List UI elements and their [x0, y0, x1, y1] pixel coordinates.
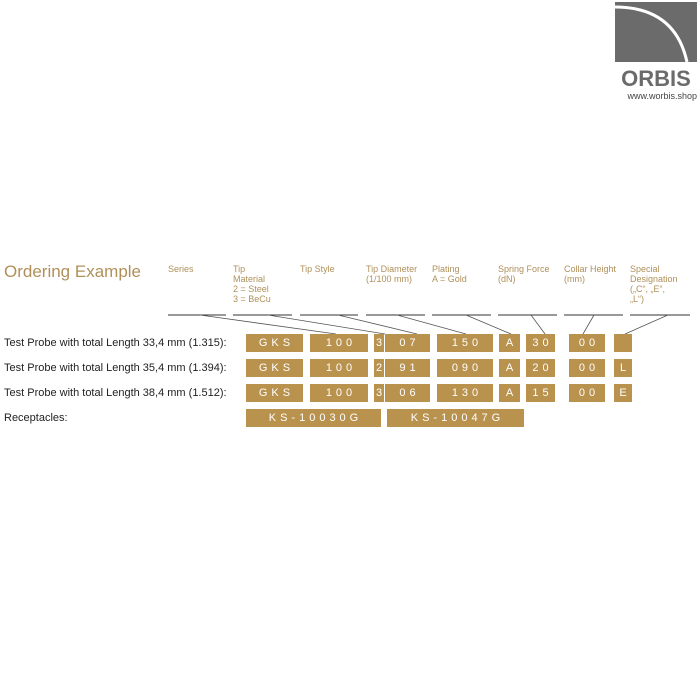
row-label: Test Probe with total Length 35,4 mm (1.… — [4, 362, 227, 374]
orbis-logo: ORBIS www.worbis.shop — [614, 2, 697, 101]
code-box-tip-style: 3 — [374, 334, 384, 352]
header-tip-style: Tip Style — [300, 264, 335, 274]
code-box-collar-height: 00 — [569, 359, 605, 377]
row-label: Test Probe with total Length 38,4 mm (1.… — [4, 387, 227, 399]
logo-graphic-icon — [614, 2, 697, 63]
header-spring-force: Spring Force (dN) — [498, 264, 550, 284]
code-box-special-designation: E — [614, 384, 632, 402]
code-box-tip-style: 07 — [385, 334, 430, 352]
code-box-tip-diameter: 090 — [437, 359, 493, 377]
code-box-tip-material: 100 — [310, 359, 368, 377]
receptacle-code: KS-10030G — [246, 409, 381, 427]
row-label: Test Probe with total Length 33,4 mm (1.… — [4, 337, 227, 349]
receptacle-code: KS-10047G — [387, 409, 524, 427]
code-box-tip-material: 100 — [310, 334, 368, 352]
code-box-series: GKS — [246, 384, 303, 402]
code-box-tip-style: 3 — [374, 384, 384, 402]
header-special-designation: Special Designation („C“, „E“, „L“) — [630, 264, 678, 304]
header-plating: Plating A = Gold — [432, 264, 467, 284]
code-box-plating: A — [499, 334, 520, 352]
code-box-tip-style: 2 — [374, 359, 384, 377]
code-box-plating: A — [499, 384, 520, 402]
code-box-spring-force: 20 — [526, 359, 555, 377]
code-box-series: GKS — [246, 359, 303, 377]
code-box-series: GKS — [246, 334, 303, 352]
code-box-tip-diameter: 130 — [437, 384, 493, 402]
code-box-tip-material: 100 — [310, 384, 368, 402]
code-box-tip-style: 06 — [385, 384, 430, 402]
logo-url: www.worbis.shop — [627, 91, 697, 101]
page-title: Ordering Example — [4, 262, 142, 281]
header-series: Series — [168, 264, 194, 274]
receptacles-label: Receptacles: — [4, 412, 68, 424]
header-tip-diameter: Tip Diameter (1/100 mm) — [366, 264, 418, 284]
code-box-special-designation — [614, 334, 632, 352]
code-box-collar-height: 00 — [569, 334, 605, 352]
code-box-spring-force: 15 — [526, 384, 555, 402]
code-box-tip-style: 91 — [385, 359, 430, 377]
code-box-collar-height: 00 — [569, 384, 605, 402]
code-box-spring-force: 30 — [526, 334, 555, 352]
code-box-tip-diameter: 150 — [437, 334, 493, 352]
header-tip-material: Tip Material 2 = Steel 3 = BeCu — [233, 264, 271, 304]
code-box-plating: A — [499, 359, 520, 377]
code-box-special-designation: L — [614, 359, 632, 377]
header-collar-height: Collar Height (mm) — [564, 264, 617, 284]
logo-brand: ORBIS — [621, 66, 691, 91]
